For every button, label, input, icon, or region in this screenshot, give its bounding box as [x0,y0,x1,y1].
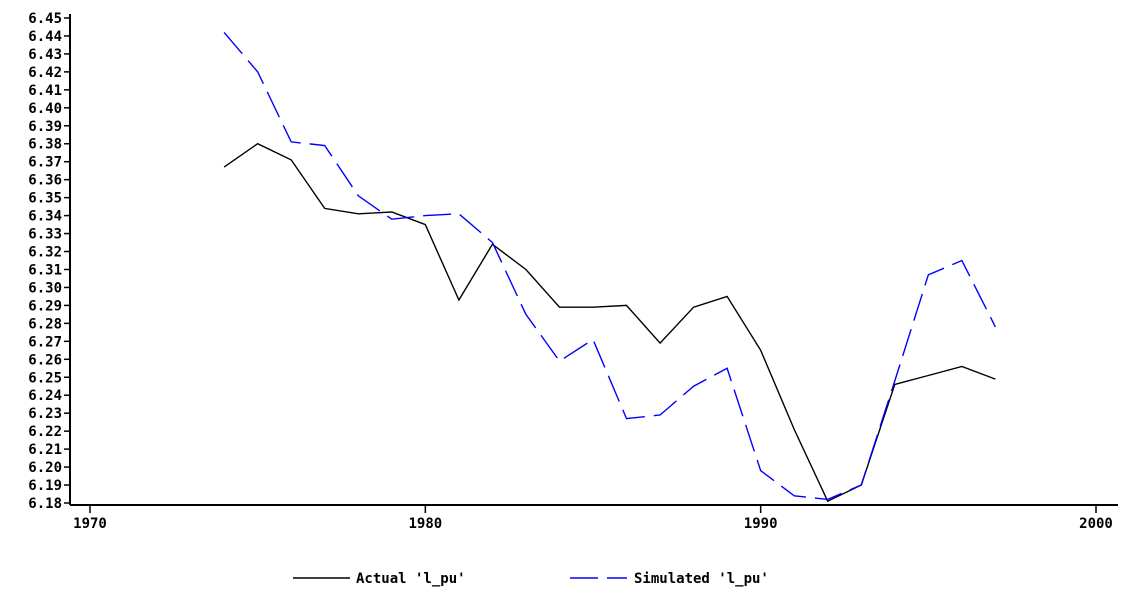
y-tick-label: 6.41 [28,83,62,99]
y-tick-label: 6.35 [28,191,62,207]
x-tick-label: 2000 [1079,516,1113,532]
y-tick-label: 6.28 [28,316,62,332]
y-tick-label: 6.40 [28,101,62,117]
y-axis-ticks: 6.18 6.19 6.20 6.21 6.22 6.23 6.24 6.25 6.26 6.27… [28,11,70,512]
y-tick-label: 6.26 [28,352,62,368]
y-tick-label: 6.44 [28,29,62,45]
y-tick-label: 6.27 [28,334,62,350]
x-tick-label: 1980 [408,516,442,532]
y-tick-label: 6.31 [28,262,62,278]
series-line-simulated [223,31,997,501]
y-tick-label: 6.24 [28,388,62,404]
series-line-actual [223,142,996,503]
y-tick-label: 6.38 [28,137,62,153]
axes [69,14,1118,506]
legend-label-simulated: Simulated 'l_pu' [634,571,769,587]
y-tick-label: 6.20 [28,460,62,476]
y-tick-label: 6.42 [28,65,62,81]
legend-label-actual: Actual 'l_pu' [356,571,466,587]
y-tick-label: 6.21 [28,442,62,458]
y-tick-label: 6.25 [28,370,62,386]
y-tick-label: 6.18 [28,496,62,512]
y-tick-label: 6.23 [28,406,62,422]
x-tick-label: 1970 [73,516,107,532]
y-tick-label: 6.19 [28,478,62,494]
series-lines [223,31,997,503]
y-tick-label: 6.39 [28,119,62,135]
y-tick-label: 6.34 [28,209,62,225]
y-tick-label: 6.36 [28,173,62,189]
y-tick-label: 6.37 [28,155,62,171]
y-tick-label: 6.32 [28,245,62,261]
x-tick-label: 1990 [744,516,778,532]
legend: Actual 'l_pu' Simulated 'l_pu' [293,571,769,587]
x-axis-ticks: 1970 1980 1990 2000 [73,505,1113,532]
y-tick-label: 6.45 [28,11,62,27]
y-tick-label: 6.29 [28,298,62,314]
y-tick-label: 6.30 [28,280,62,296]
y-tick-label: 6.43 [28,47,62,63]
y-tick-label: 6.33 [28,227,62,243]
y-tick-label: 6.22 [28,424,62,440]
